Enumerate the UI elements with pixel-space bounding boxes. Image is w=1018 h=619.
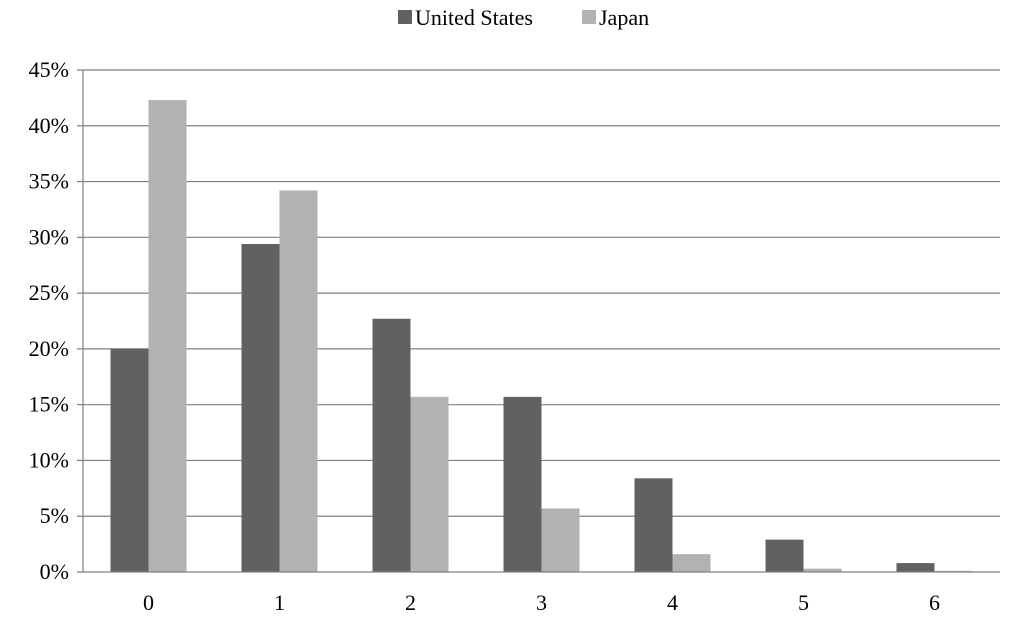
y-tick-label-7: 35% — [29, 169, 69, 194]
x-axis-tick-labels: 0 1 2 3 4 5 6 — [143, 590, 940, 615]
bar-japan-5 — [803, 568, 842, 572]
y-axis-tick-labels: 0% 5% 10% 15% 20% 25% 30% 35% 40% 45% — [29, 57, 69, 584]
bar-united-states-6 — [896, 563, 935, 572]
bar-united-states-2 — [372, 318, 411, 572]
bars — [110, 100, 973, 573]
bar-japan-2 — [410, 396, 449, 572]
axes — [77, 69, 1000, 573]
y-tick-label-4: 20% — [29, 336, 69, 361]
legend: United States Japan — [398, 5, 649, 30]
y-tick-label-1: 5% — [40, 503, 69, 528]
y-tick-label-0: 0% — [40, 559, 69, 584]
legend-swatch-japan — [582, 10, 596, 24]
bar-united-states-5 — [765, 539, 804, 572]
legend-label-japan: Japan — [599, 5, 649, 30]
x-tick-label-2: 2 — [405, 590, 416, 615]
bar-united-states-4 — [634, 478, 673, 572]
x-tick-label-0: 0 — [143, 590, 154, 615]
y-tick-label-3: 15% — [29, 392, 69, 417]
bar-japan-4 — [672, 554, 711, 572]
y-tick-label-5: 25% — [29, 280, 69, 305]
y-tick-label-2: 10% — [29, 447, 69, 472]
x-tick-label-3: 3 — [536, 590, 547, 615]
bar-united-states-1 — [241, 244, 280, 572]
bar-united-states-3 — [503, 396, 542, 572]
legend-label-united-states: United States — [415, 5, 533, 30]
bar-japan-3 — [541, 508, 580, 572]
legend-swatch-united-states — [398, 10, 412, 24]
x-tick-label-5: 5 — [798, 590, 809, 615]
x-tick-label-1: 1 — [274, 590, 285, 615]
y-tick-label-9: 45% — [29, 57, 69, 82]
y-tick-label-6: 30% — [29, 224, 69, 249]
gridlines — [83, 69, 1000, 517]
bar-japan-1 — [279, 190, 318, 573]
x-tick-label-4: 4 — [667, 590, 678, 615]
bar-united-states-0 — [110, 348, 149, 572]
x-tick-label-6: 6 — [929, 590, 940, 615]
bar-japan-0 — [148, 100, 187, 573]
y-tick-label-8: 40% — [29, 113, 69, 138]
